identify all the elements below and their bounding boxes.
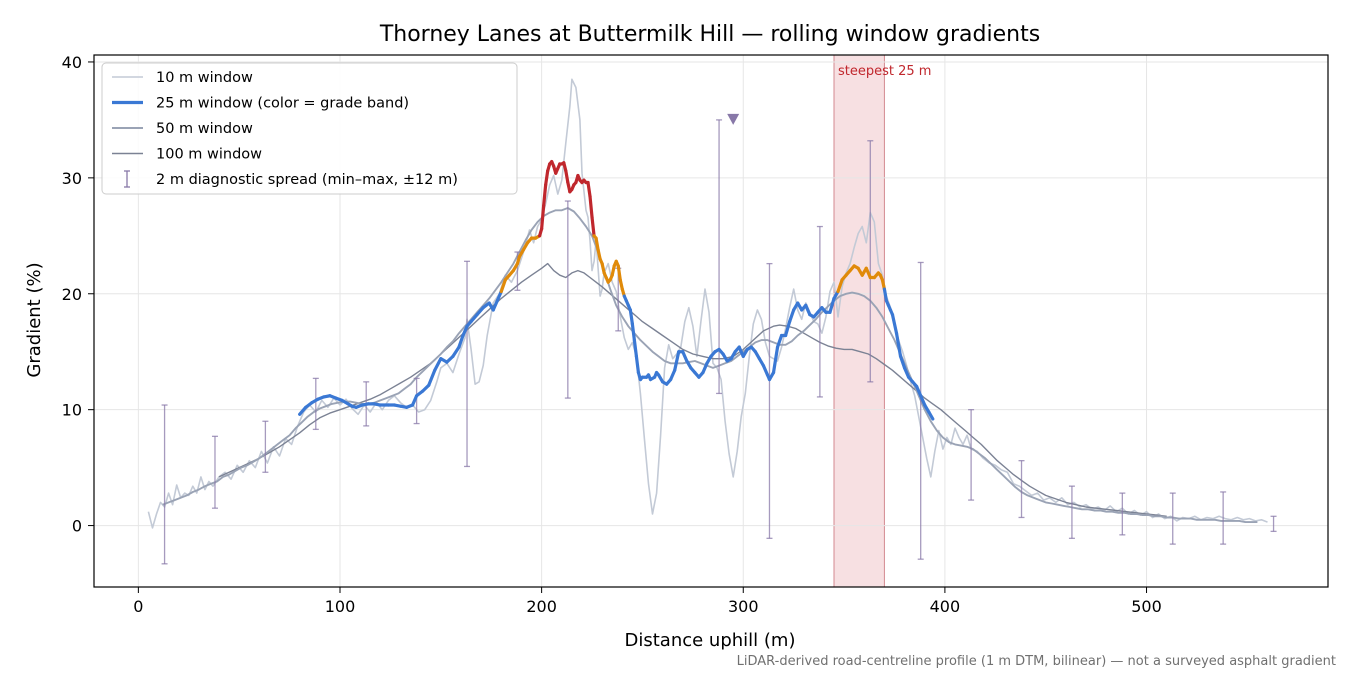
series-segment-25m	[788, 308, 796, 324]
data-layer	[147, 78, 1277, 565]
source-note: LiDAR-derived road-centreline profile (1…	[737, 654, 1336, 669]
series-segment-25m	[590, 215, 596, 238]
steepest-label: steepest 25 m	[838, 64, 931, 79]
error-bar	[211, 435, 218, 509]
series-segment-25m	[919, 394, 927, 407]
legend-label: 2 m diagnostic spread (min–max, ±12 m)	[156, 172, 458, 188]
legend-label: 10 m window	[156, 70, 253, 86]
legend: 10 m window 25 m window (color = grade ba…	[101, 62, 518, 195]
series-segment-25m	[775, 333, 784, 349]
error-bar	[766, 262, 773, 539]
series-line-10m	[147, 78, 1268, 529]
series-segment-25m	[701, 361, 709, 375]
series-segment-25m	[433, 357, 443, 372]
series-segment-25m	[410, 394, 419, 407]
series-segment-25m	[451, 345, 461, 358]
series-segment-25m	[540, 204, 546, 231]
error-bar	[917, 261, 924, 560]
series-segment-25m	[630, 322, 636, 342]
series-segment-25m	[898, 354, 907, 370]
series-segment-25m	[594, 236, 600, 252]
error-bar	[312, 377, 319, 431]
error-bar	[161, 404, 168, 565]
plot-area: steepest 25 m 0 100 200 300 400 500 0 10 20 30 40 10…	[62, 53, 1329, 616]
x-tick-label: 400	[930, 597, 961, 616]
error-bar	[1018, 460, 1025, 519]
series-segment-25m	[761, 364, 770, 377]
series-segment-25m	[632, 338, 638, 358]
x-tick-label: 100	[325, 597, 356, 616]
series-segment-25m	[890, 313, 899, 335]
legend-label: 25 m window (color = grade band)	[156, 96, 409, 112]
error-bar	[564, 200, 571, 399]
y-tick-label: 20	[62, 285, 82, 304]
legend-box	[101, 62, 518, 195]
error-bar	[968, 409, 975, 501]
series-segment-25m	[616, 264, 622, 282]
series-segment-25m	[784, 319, 792, 338]
series-segment-25m	[669, 368, 677, 382]
error-bar	[1169, 492, 1176, 545]
series-segment-25m	[894, 331, 903, 358]
series-segment-25m	[628, 308, 634, 326]
error-bar	[413, 377, 420, 425]
series-segment-25m	[634, 354, 641, 375]
x-axis-label: Distance uphill (m)	[625, 630, 796, 651]
error-bar	[464, 260, 471, 468]
error-bar	[1119, 492, 1126, 536]
y-tick-label: 30	[62, 169, 82, 188]
error-bar	[1068, 485, 1075, 539]
series-segment-25m	[673, 350, 681, 372]
series-segment-25m	[771, 345, 780, 375]
series-line-100m	[218, 262, 1167, 517]
series-segment-25m	[804, 303, 812, 317]
series-segment-25m	[828, 296, 836, 314]
x-tick-label: 500	[1131, 597, 1162, 616]
series-segment-25m	[902, 366, 911, 379]
x-tick-label: 200	[526, 597, 557, 616]
series-segment-25m	[864, 266, 872, 280]
series-segment-25m	[461, 324, 469, 338]
series-segment-25m	[681, 350, 689, 363]
steepest-band	[833, 54, 885, 588]
error-bar	[262, 420, 269, 473]
y-axis-label: Gradient (%)	[24, 262, 45, 377]
series-segment-25m	[427, 368, 437, 387]
series-segment-25m	[564, 169, 570, 185]
axes-frame	[93, 54, 1329, 588]
x-tick-label: 0	[133, 597, 143, 616]
y-tick-label: 0	[72, 517, 82, 536]
x-tick-label: 300	[728, 597, 759, 616]
error-bar	[1270, 515, 1277, 533]
series-segment-25m	[588, 194, 594, 219]
series-segment-25m	[915, 384, 923, 398]
series-segment-25m	[586, 180, 592, 199]
series-segment-25m	[491, 299, 499, 312]
series-segment-25m	[499, 278, 507, 294]
chart-title: Thorney Lanes at Buttermilk Hill — rolli…	[379, 22, 1040, 47]
series-line-50m	[162, 207, 1258, 524]
legend-label: 100 m window	[156, 147, 262, 163]
series-segment-25m	[927, 410, 935, 421]
legend-label: 50 m window	[156, 121, 253, 137]
error-bar	[1220, 491, 1227, 545]
error-bar	[867, 140, 874, 383]
legend-errorbar-swatch	[124, 170, 130, 188]
y-tick-label: 10	[62, 401, 82, 420]
y-tick-label: 40	[62, 53, 82, 72]
series-segment-25m	[544, 169, 550, 187]
series-segment-25m	[882, 287, 889, 303]
series-segment-25m	[495, 289, 503, 303]
series-segment-25m	[457, 333, 465, 349]
series-segment-25m	[542, 183, 548, 208]
series-segment-25m	[836, 278, 844, 294]
peak-marker	[727, 113, 740, 125]
